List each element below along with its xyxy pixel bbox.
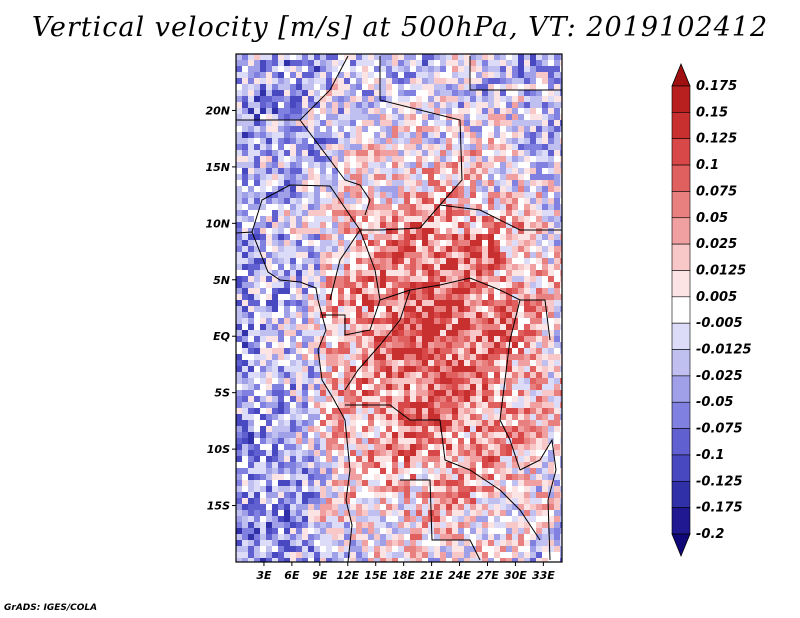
colorbar-label: -0.075	[696, 422, 743, 437]
lon-tick-label: 6E	[284, 569, 300, 582]
map-title: Vertical velocity [m/s] at 500hPa, VT: 2…	[31, 12, 769, 43]
lon-tick-label: 3E	[256, 569, 272, 582]
colorbar-segment	[671, 138, 691, 166]
country-borders	[236, 55, 562, 562]
colorbar-segment	[671, 217, 691, 245]
coastline	[236, 231, 353, 562]
lat-tick-label: EQ	[213, 330, 230, 343]
border-angola-zambia	[400, 479, 481, 561]
border-niger-chad	[299, 119, 371, 216]
colorbar-label: 0.15	[696, 105, 728, 120]
colorbar-label: 0.175	[696, 79, 737, 94]
plot-frame	[235, 53, 563, 563]
colorbar-segment	[671, 164, 691, 192]
colorbar-segment	[671, 454, 691, 482]
colorbar-segment	[671, 507, 691, 535]
colorbar-segment	[671, 428, 691, 456]
colorbar-label: -0.2	[696, 527, 724, 542]
lon-tick-label: 33E	[532, 569, 555, 582]
lat-tick-label: 15S	[207, 500, 230, 513]
lon-tick-label: 24E	[448, 569, 471, 582]
colorbar-label: -0.1	[696, 448, 724, 463]
border-libya-chad	[379, 56, 463, 206]
lat-tick-label: 20N	[205, 104, 230, 117]
border-drc-angola	[345, 404, 471, 471]
border-car-drc	[379, 277, 521, 301]
border-nigeria-cameroon	[251, 184, 361, 301]
colorbar-segment	[671, 270, 691, 298]
lon-tick-label: 12E	[336, 569, 359, 582]
colorbar-segment	[671, 112, 691, 140]
coastline-east	[519, 438, 557, 561]
border-sudan-south	[439, 204, 562, 231]
colorbar-segment	[671, 85, 691, 113]
lat-tick-label: 10S	[207, 443, 230, 456]
colorbar-label: 0.025	[696, 237, 737, 252]
lat-tick-label: 10N	[205, 217, 230, 230]
colorbar: 0.175 0.15 0.125 0.1 0.075 0.05 0.025 0.0125 0.0…	[671, 62, 752, 558]
latitude-ticks: 20N 15N 10N 5N EQ 5S 10S 15S	[205, 104, 236, 513]
colorbar-segment	[671, 322, 691, 350]
border-zambia-east	[469, 469, 541, 541]
colorbar-label: 0.1	[696, 158, 719, 173]
border-uganda	[520, 299, 551, 341]
colorbar-label: -0.025	[696, 369, 743, 384]
border-algeria-niger	[236, 55, 349, 121]
colorbar-segment	[671, 480, 691, 508]
colorbar-label: 0.005	[696, 290, 737, 305]
border-congo-drc	[344, 289, 411, 391]
lat-tick-label: 5S	[214, 387, 230, 400]
colorbar-label: -0.175	[696, 501, 743, 516]
credit-text: GrADS: IGES/COLA	[4, 603, 98, 613]
border-drc-east	[499, 299, 521, 471]
colorbar-bottom-arrow	[671, 533, 691, 558]
colorbar-segment	[671, 191, 691, 219]
lat-tick-label: 5N	[213, 274, 230, 287]
colorbar-top-arrow	[671, 62, 691, 87]
colorbar-label: 0.075	[696, 184, 737, 199]
velocity-field	[236, 54, 562, 562]
colorbar-label: 0.0125	[696, 263, 746, 278]
lon-tick-label: 18E	[392, 569, 415, 582]
lon-tick-label: 21E	[420, 569, 443, 582]
lon-tick-label: 15E	[364, 569, 387, 582]
colorbar-label: -0.05	[696, 395, 733, 410]
colorbar-segment	[671, 375, 691, 403]
colorbar-segment	[671, 349, 691, 377]
colorbar-label: -0.005	[696, 316, 743, 331]
lon-tick-label: 30E	[504, 569, 527, 582]
colorbar-label: -0.125	[696, 474, 743, 489]
colorbar-segment	[671, 401, 691, 429]
colorbar-segment	[671, 243, 691, 271]
border-sudan	[469, 56, 562, 91]
longitude-ticks: 3E 6E 9E 12E 15E 18E 21E 24E 27E 30E 33E	[256, 562, 555, 582]
border-gabon-congo	[322, 299, 381, 336]
lon-tick-label: 9E	[312, 569, 328, 582]
colorbar-label: -0.0125	[696, 343, 752, 358]
lat-tick-label: 15N	[205, 161, 230, 174]
colorbar-label: 0.125	[696, 132, 737, 147]
border-cameroon-car	[359, 229, 381, 301]
border-chad-car	[360, 204, 441, 231]
colorbar-segment	[671, 296, 691, 324]
colorbar-label: 0.05	[696, 211, 728, 226]
lon-tick-label: 27E	[476, 569, 499, 582]
